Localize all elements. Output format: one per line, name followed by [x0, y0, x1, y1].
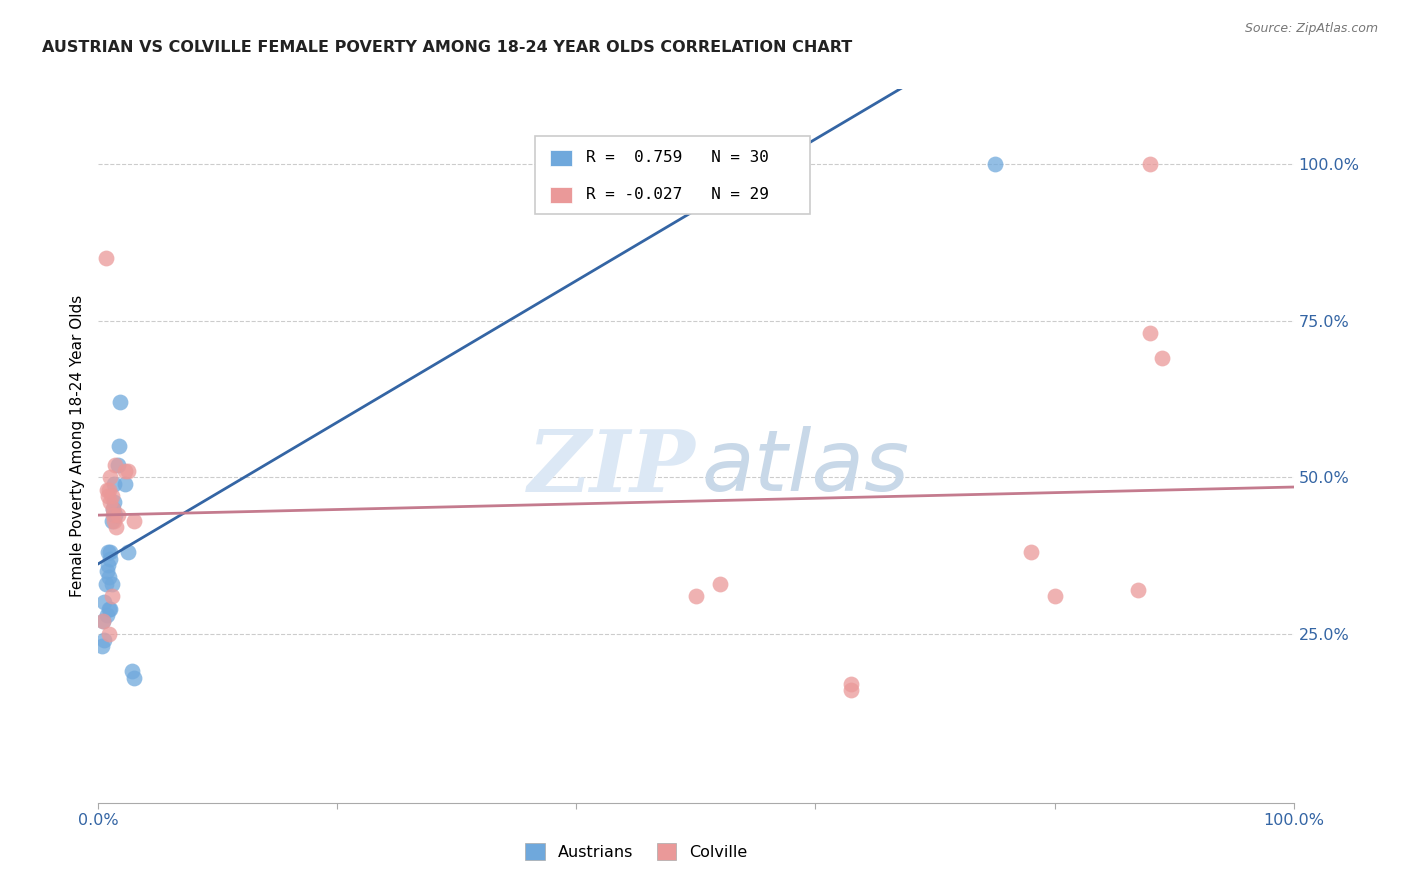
Point: [1152, 351, 1174, 366]
FancyBboxPatch shape: [550, 150, 572, 166]
Point: [114, 464, 136, 478]
Text: AUSTRIAN VS COLVILLE FEMALE POVERTY AMONG 18-24 YEAR OLDS CORRELATION CHART: AUSTRIAN VS COLVILLE FEMALE POVERTY AMON…: [42, 40, 852, 55]
Point: [94, 251, 117, 265]
Point: [98, 545, 122, 559]
Point: [98, 601, 121, 615]
Point: [91, 614, 114, 628]
Point: [541, 157, 564, 171]
Point: [96, 607, 118, 622]
Point: [1139, 326, 1161, 341]
Point: [709, 576, 731, 591]
FancyBboxPatch shape: [534, 136, 810, 214]
Point: [103, 495, 125, 509]
FancyBboxPatch shape: [550, 186, 572, 203]
Point: [98, 483, 121, 497]
Point: [100, 489, 122, 503]
Text: atlas: atlas: [702, 425, 910, 509]
Point: [103, 514, 125, 528]
Point: [107, 439, 129, 453]
Text: Source: ZipAtlas.com: Source: ZipAtlas.com: [1244, 22, 1378, 36]
Point: [117, 545, 139, 559]
Point: [101, 501, 124, 516]
Point: [841, 683, 863, 698]
Text: R = -0.027   N = 29: R = -0.027 N = 29: [586, 187, 769, 202]
Point: [101, 508, 124, 522]
Point: [104, 508, 127, 522]
Text: ZIP: ZIP: [529, 425, 696, 509]
Point: [98, 470, 122, 484]
Point: [103, 476, 125, 491]
Point: [1128, 582, 1150, 597]
Point: [98, 627, 121, 641]
Point: [97, 545, 120, 559]
Point: [96, 564, 118, 578]
Point: [114, 476, 136, 491]
Point: [124, 514, 146, 528]
Point: [841, 677, 863, 691]
Legend: Austrians, Colville: Austrians, Colville: [519, 837, 754, 866]
Point: [117, 464, 139, 478]
Point: [97, 558, 120, 572]
Point: [100, 589, 122, 603]
Point: [104, 458, 127, 472]
Point: [541, 157, 564, 171]
Point: [98, 551, 122, 566]
Point: [100, 514, 122, 528]
Point: [108, 395, 131, 409]
Point: [91, 640, 114, 654]
Point: [101, 501, 124, 516]
Point: [121, 665, 143, 679]
Point: [96, 483, 118, 497]
Point: [100, 576, 122, 591]
Point: [91, 614, 114, 628]
Text: R =  0.759   N = 30: R = 0.759 N = 30: [586, 150, 769, 165]
Point: [107, 508, 129, 522]
Point: [98, 495, 122, 509]
Point: [1043, 589, 1066, 603]
Point: [93, 633, 115, 648]
Point: [94, 576, 117, 591]
Y-axis label: Female Poverty Among 18-24 Year Olds: Female Poverty Among 18-24 Year Olds: [69, 295, 84, 597]
Point: [97, 489, 120, 503]
Point: [685, 589, 707, 603]
Point: [107, 458, 129, 472]
Point: [98, 570, 121, 584]
Point: [1019, 545, 1042, 559]
Point: [1139, 157, 1161, 171]
Point: [984, 157, 1007, 171]
Point: [98, 601, 122, 615]
Point: [105, 520, 128, 534]
Point: [93, 595, 115, 609]
Point: [124, 671, 146, 685]
